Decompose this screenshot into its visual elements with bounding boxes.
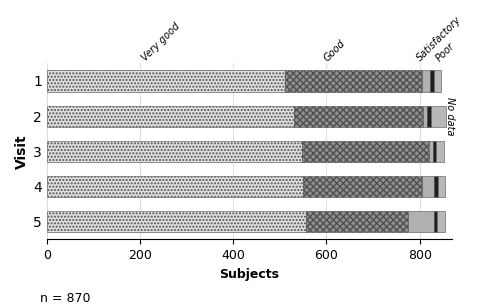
Bar	[424, 106, 427, 127]
Text: Very good: Very good	[140, 21, 182, 63]
Bar	[47, 211, 306, 232]
Bar	[434, 71, 441, 91]
Bar	[47, 106, 294, 127]
Bar	[438, 211, 445, 232]
Bar	[429, 141, 432, 162]
Bar	[294, 106, 424, 127]
Bar	[436, 141, 444, 162]
Bar	[303, 176, 422, 197]
Y-axis label: Visit: Visit	[15, 134, 29, 169]
Text: Good: Good	[322, 38, 347, 63]
Bar	[434, 176, 438, 197]
Bar	[306, 211, 408, 232]
Bar	[47, 176, 303, 197]
Bar	[431, 106, 446, 127]
Text: Poor: Poor	[434, 41, 456, 63]
Bar	[432, 141, 436, 162]
X-axis label: Subjects: Subjects	[220, 268, 280, 281]
Bar	[408, 211, 434, 232]
Bar	[430, 71, 434, 91]
Bar	[422, 71, 430, 91]
Bar	[284, 71, 422, 91]
Bar	[422, 176, 434, 197]
Bar	[47, 71, 284, 91]
Bar	[434, 211, 438, 232]
Text: Satisfactory: Satisfactory	[415, 15, 464, 63]
Bar	[438, 176, 446, 197]
Bar	[427, 106, 431, 127]
Text: n = 870: n = 870	[40, 292, 90, 305]
Bar	[302, 141, 429, 162]
Text: No data: No data	[446, 97, 456, 136]
Bar	[47, 141, 302, 162]
